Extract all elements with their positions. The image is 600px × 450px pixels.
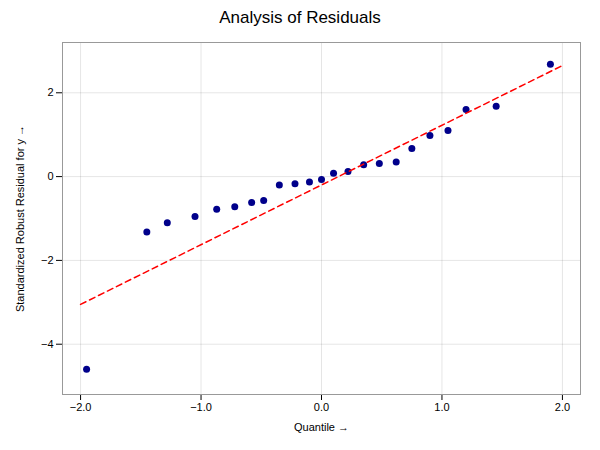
html-text:Analysis of Residuals: Analysis of Residuals [219,8,381,27]
svg-text:−2.0: −2.0 [70,401,92,413]
svg-text:Standardized Robust Residual f: Standardized Robust Residual for y → [14,125,26,312]
svg-text:Quantile →: Quantile → [294,421,349,433]
svg-text:−1.0: −1.0 [190,401,212,413]
svg-text:0: 0 [47,170,53,182]
svg-text:−4: −4 [41,338,54,350]
svg-text:2: 2 [47,86,53,98]
svg-text:−2: −2 [41,254,54,266]
svg-text:0.0: 0.0 [314,401,329,413]
svg-text:1.0: 1.0 [434,401,449,413]
svg-text:2.0: 2.0 [555,401,570,413]
